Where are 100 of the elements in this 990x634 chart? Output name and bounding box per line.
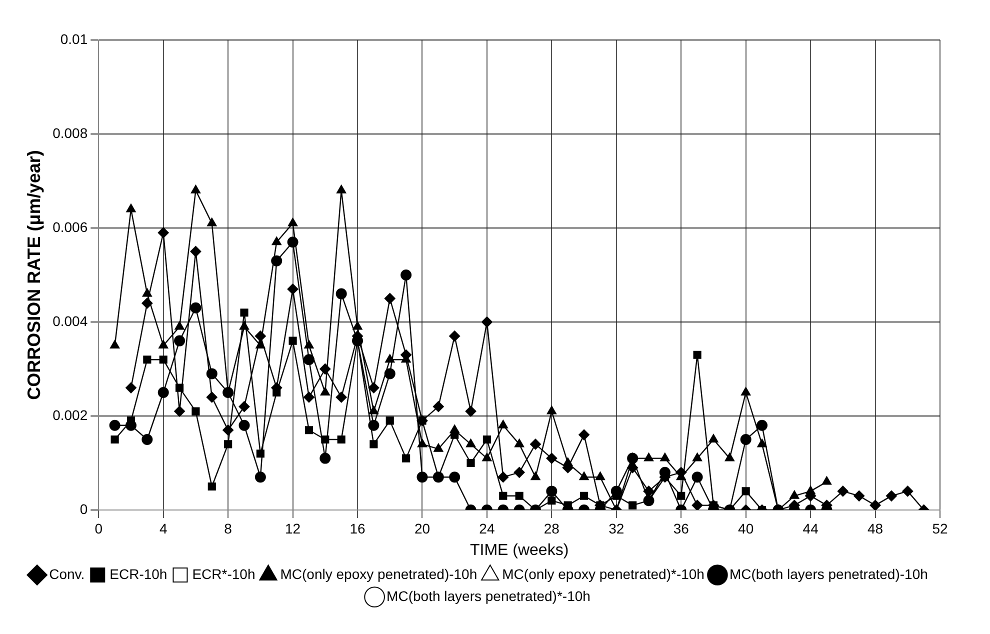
point	[400, 270, 412, 280]
point	[158, 227, 169, 238]
point	[368, 406, 379, 414]
point	[515, 492, 524, 500]
point	[417, 438, 428, 448]
point	[530, 472, 540, 480]
legend-label: Conv.	[49, 566, 85, 582]
point	[254, 472, 266, 483]
point	[110, 340, 120, 348]
y-tick-label: 0.002	[52, 406, 88, 423]
point	[886, 490, 897, 502]
point	[206, 392, 218, 403]
x-tick-label: 52	[932, 520, 948, 536]
point	[644, 452, 654, 462]
point	[724, 452, 734, 462]
point	[142, 434, 153, 445]
point	[142, 298, 153, 309]
point	[158, 387, 169, 398]
point	[902, 486, 914, 497]
point	[692, 472, 703, 483]
point	[207, 218, 217, 226]
point	[628, 452, 638, 462]
point	[336, 184, 346, 194]
x-tick-label: 48	[867, 520, 884, 536]
point	[854, 490, 865, 502]
point	[692, 500, 703, 510]
point	[692, 452, 702, 462]
point	[740, 434, 752, 445]
point	[109, 420, 120, 431]
x-tick-label: 12	[285, 520, 301, 536]
x-tick-label: 40	[738, 520, 754, 536]
point	[240, 308, 248, 317]
point	[432, 401, 444, 412]
point	[238, 420, 250, 431]
point	[386, 416, 394, 425]
point	[385, 354, 395, 363]
point	[337, 435, 346, 444]
point	[368, 382, 380, 394]
y-axis-title: CORROSION RATE (μm/year)	[24, 150, 44, 400]
point	[174, 406, 186, 417]
point	[110, 435, 119, 444]
x-tick-label: 36	[673, 520, 690, 536]
point	[499, 492, 508, 500]
point	[530, 438, 541, 450]
point	[384, 368, 396, 380]
point	[482, 435, 491, 444]
point	[449, 472, 460, 483]
point	[303, 354, 314, 366]
x-tick-label: 8	[224, 520, 232, 536]
point	[790, 490, 800, 499]
point	[256, 450, 264, 458]
point	[546, 406, 557, 414]
point	[190, 246, 202, 257]
point	[627, 462, 638, 474]
x-axis-title: TIME (weeks)	[470, 542, 569, 559]
point	[822, 476, 832, 485]
point	[482, 452, 492, 462]
point	[208, 482, 216, 491]
point	[336, 288, 347, 300]
point	[466, 458, 475, 468]
point	[288, 218, 298, 226]
point	[336, 392, 347, 403]
point	[514, 466, 525, 478]
y-tick-label: 0.008	[52, 124, 88, 141]
point	[465, 406, 476, 417]
x-tick-label: 0	[94, 520, 103, 536]
point	[143, 356, 152, 364]
point	[578, 429, 590, 440]
x-tick-label: 24	[479, 520, 495, 536]
point	[757, 438, 767, 448]
point	[174, 321, 184, 330]
point	[450, 430, 459, 439]
legend-label: MC(only epoxy penetrated)-10h	[280, 566, 478, 582]
legend-label: ECR-10h	[110, 566, 168, 582]
point	[498, 472, 509, 483]
point	[254, 330, 266, 342]
legend-label: MC(both layers penetrated)-10h	[729, 566, 928, 582]
point	[287, 284, 298, 295]
point	[352, 321, 362, 330]
point	[837, 486, 848, 497]
point	[628, 501, 637, 510]
point	[498, 420, 508, 428]
y-tick-label: 0.01	[60, 30, 88, 47]
point	[190, 302, 202, 314]
point	[224, 440, 232, 448]
x-tick-label: 28	[544, 520, 560, 536]
point	[693, 350, 702, 359]
point	[126, 204, 136, 212]
point	[595, 472, 606, 480]
point	[402, 454, 410, 462]
legend-label: MC(only epoxy penetrated)*-10h	[502, 566, 704, 582]
y-tick-label: 0	[80, 500, 88, 517]
point	[416, 472, 428, 483]
point	[449, 330, 460, 342]
point	[742, 487, 750, 496]
point	[320, 364, 331, 374]
point	[222, 424, 234, 436]
point	[370, 440, 378, 448]
point	[288, 336, 297, 345]
legend-label: ECR*-10h	[192, 566, 256, 582]
